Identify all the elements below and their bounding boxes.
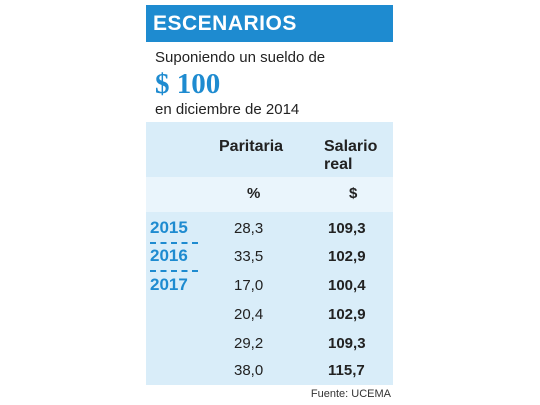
year-label: 2016 — [150, 246, 188, 265]
column-header-paritaria: Paritaria — [219, 138, 284, 155]
salario-value: 109,3 — [328, 335, 366, 352]
intro-block: Suponiendo un sueldo de $ 100 en diciemb… — [146, 44, 393, 122]
header-title: ESCENARIOS — [146, 5, 393, 42]
paritaria-value: 38,0 — [234, 362, 264, 379]
table-row: 29,2 109,3 — [146, 330, 393, 358]
intro-line3: en diciembre de 2014 — [155, 101, 300, 118]
year-label: 2017 — [150, 275, 188, 294]
intro-line1: Suponiendo un sueldo de — [155, 49, 326, 66]
year-label: 2015 — [150, 218, 188, 237]
salario-value: 115,7 — [328, 362, 365, 379]
table-row: 2016 33,5 102,9 — [146, 243, 393, 271]
table-row: 20,4 102,9 — [146, 301, 393, 329]
unit-percent: % — [247, 185, 261, 202]
paritaria-value: 33,5 — [234, 248, 264, 265]
scenarios-table: Paritaria Salario real % $ 2015 28,3 109… — [146, 122, 393, 385]
intro-amount: $ 100 — [155, 68, 221, 100]
salario-value: 100,4 — [328, 277, 366, 294]
salario-value: 109,3 — [328, 220, 366, 237]
units-band — [146, 177, 393, 212]
unit-currency: $ — [349, 185, 358, 202]
table-row: 2015 28,3 109,3 — [146, 215, 393, 243]
salario-value: 102,9 — [328, 306, 366, 323]
source-note: Fuente: UCEMA — [310, 388, 391, 400]
salario-value: 102,9 — [328, 248, 366, 265]
paritaria-value: 28,3 — [234, 220, 264, 237]
table-row: 38,0 115,7 — [146, 357, 393, 385]
paritaria-value: 20,4 — [234, 306, 264, 323]
paritaria-value: 17,0 — [234, 277, 264, 294]
column-header-salario: Salario real — [324, 138, 378, 173]
table-row: 2017 17,0 100,4 — [146, 272, 393, 300]
row-divider — [150, 270, 198, 272]
paritaria-value: 29,2 — [234, 335, 264, 352]
scenarios-card: ESCENARIOS Suponiendo un sueldo de $ 100… — [146, 0, 393, 405]
row-divider — [150, 242, 198, 244]
